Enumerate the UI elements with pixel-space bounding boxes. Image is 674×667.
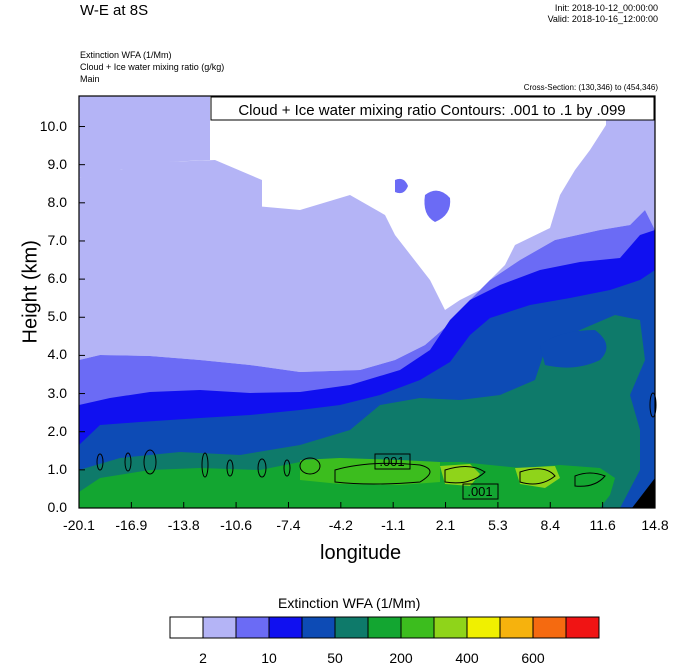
x-tick-label: -20.1 [63,517,95,533]
contour-annotation: Cloud + Ice water mixing ratio Contours:… [238,102,625,119]
colorbar-swatch [532,616,567,639]
valid-time: Valid: 2018-10-16_12:00:00 [547,14,658,24]
field-name-2: Cloud + Ice water mixing ratio (g/kg) [80,62,225,72]
colorbar [169,616,600,639]
colorbar-label: 200 [389,650,413,666]
y-tick-label: 5.0 [47,308,67,325]
field-name-3: Main [80,74,100,84]
cross-section-label: Cross-Section: (130,346) to (454,346) [523,83,658,92]
y-tick-label: 3.0 [47,384,67,401]
y-tick-label: 0.0 [47,499,67,515]
x-tick-label: -16.9 [115,517,148,533]
terrain [632,478,655,508]
colorbar-title: Extinction WFA (1/Mm) [278,595,421,611]
init-time: Init: 2018-10-12_00:00:00 [554,3,658,13]
contour-label-box [374,453,411,470]
shade-light-lavender [79,96,655,372]
colorbar-label: 400 [455,650,479,666]
y-tick-label: 7.0 [47,231,67,248]
colorbar-swatch [499,616,534,639]
colorbar-label: 600 [521,650,545,666]
y-tick-label: 10.0 [39,117,67,134]
colorbar-swatch [466,616,501,639]
plot-frame [78,95,656,509]
contour-label: .001 [467,484,492,499]
colorbar-swatch [400,616,435,639]
colorbar-swatch [169,616,204,639]
x-tick-label: 11.6 [589,517,616,533]
colorbar-swatch [235,616,270,639]
colorbar-label: 2 [199,650,207,666]
colorbar-swatch [367,616,402,639]
colorbar-swatch [334,616,369,639]
x-tick-label: -10.6 [220,517,253,533]
contour-label-box [462,483,499,500]
shade-dark-blue-pocket [540,330,607,368]
colorbar-swatch [268,616,303,639]
contour-annotation-box [210,96,655,121]
x-tick-label: 2.1 [435,517,456,533]
x-tick-label: -4.2 [328,517,353,533]
colorbar-swatch [433,616,468,639]
field-name-1: Extinction WFA (1/Mm) [80,50,172,60]
axis-ticks [78,126,656,509]
colorbar-label: 50 [327,650,343,666]
x-tick-label: 5.3 [488,517,508,533]
colorbar-swatch [202,616,237,639]
y-tick-label: 8.0 [47,193,67,210]
y-axis-label: Height (km) [19,240,42,344]
contour-lines [96,392,657,487]
x-tick-label: -1.1 [381,517,406,533]
y-tick-label: 9.0 [47,155,67,172]
shade-medium-blue-blob [424,190,451,222]
y-tick-label: 2.0 [47,422,67,439]
shade-medium-blue-blob [395,178,408,194]
x-axis-label: longitude [320,542,402,564]
shade-teal [79,315,645,508]
contour-label: .001 [379,454,404,469]
colorbar-swatch [565,616,600,639]
colorbar-swatch [301,616,336,639]
y-tick-label: 1.0 [47,460,67,477]
colorbar-label: 10 [261,650,277,666]
y-tick-label: 4.0 [47,346,67,363]
x-tick-label: 8.4 [540,517,560,533]
x-tick-label: -7.4 [276,517,301,533]
plot-title: W-E at 8S [80,2,149,19]
y-tick-label: 6.0 [47,270,67,287]
shade-light-green-streak [300,458,440,485]
x-tick-label: 14.8 [641,517,669,533]
x-tick-label: -13.8 [167,517,200,533]
